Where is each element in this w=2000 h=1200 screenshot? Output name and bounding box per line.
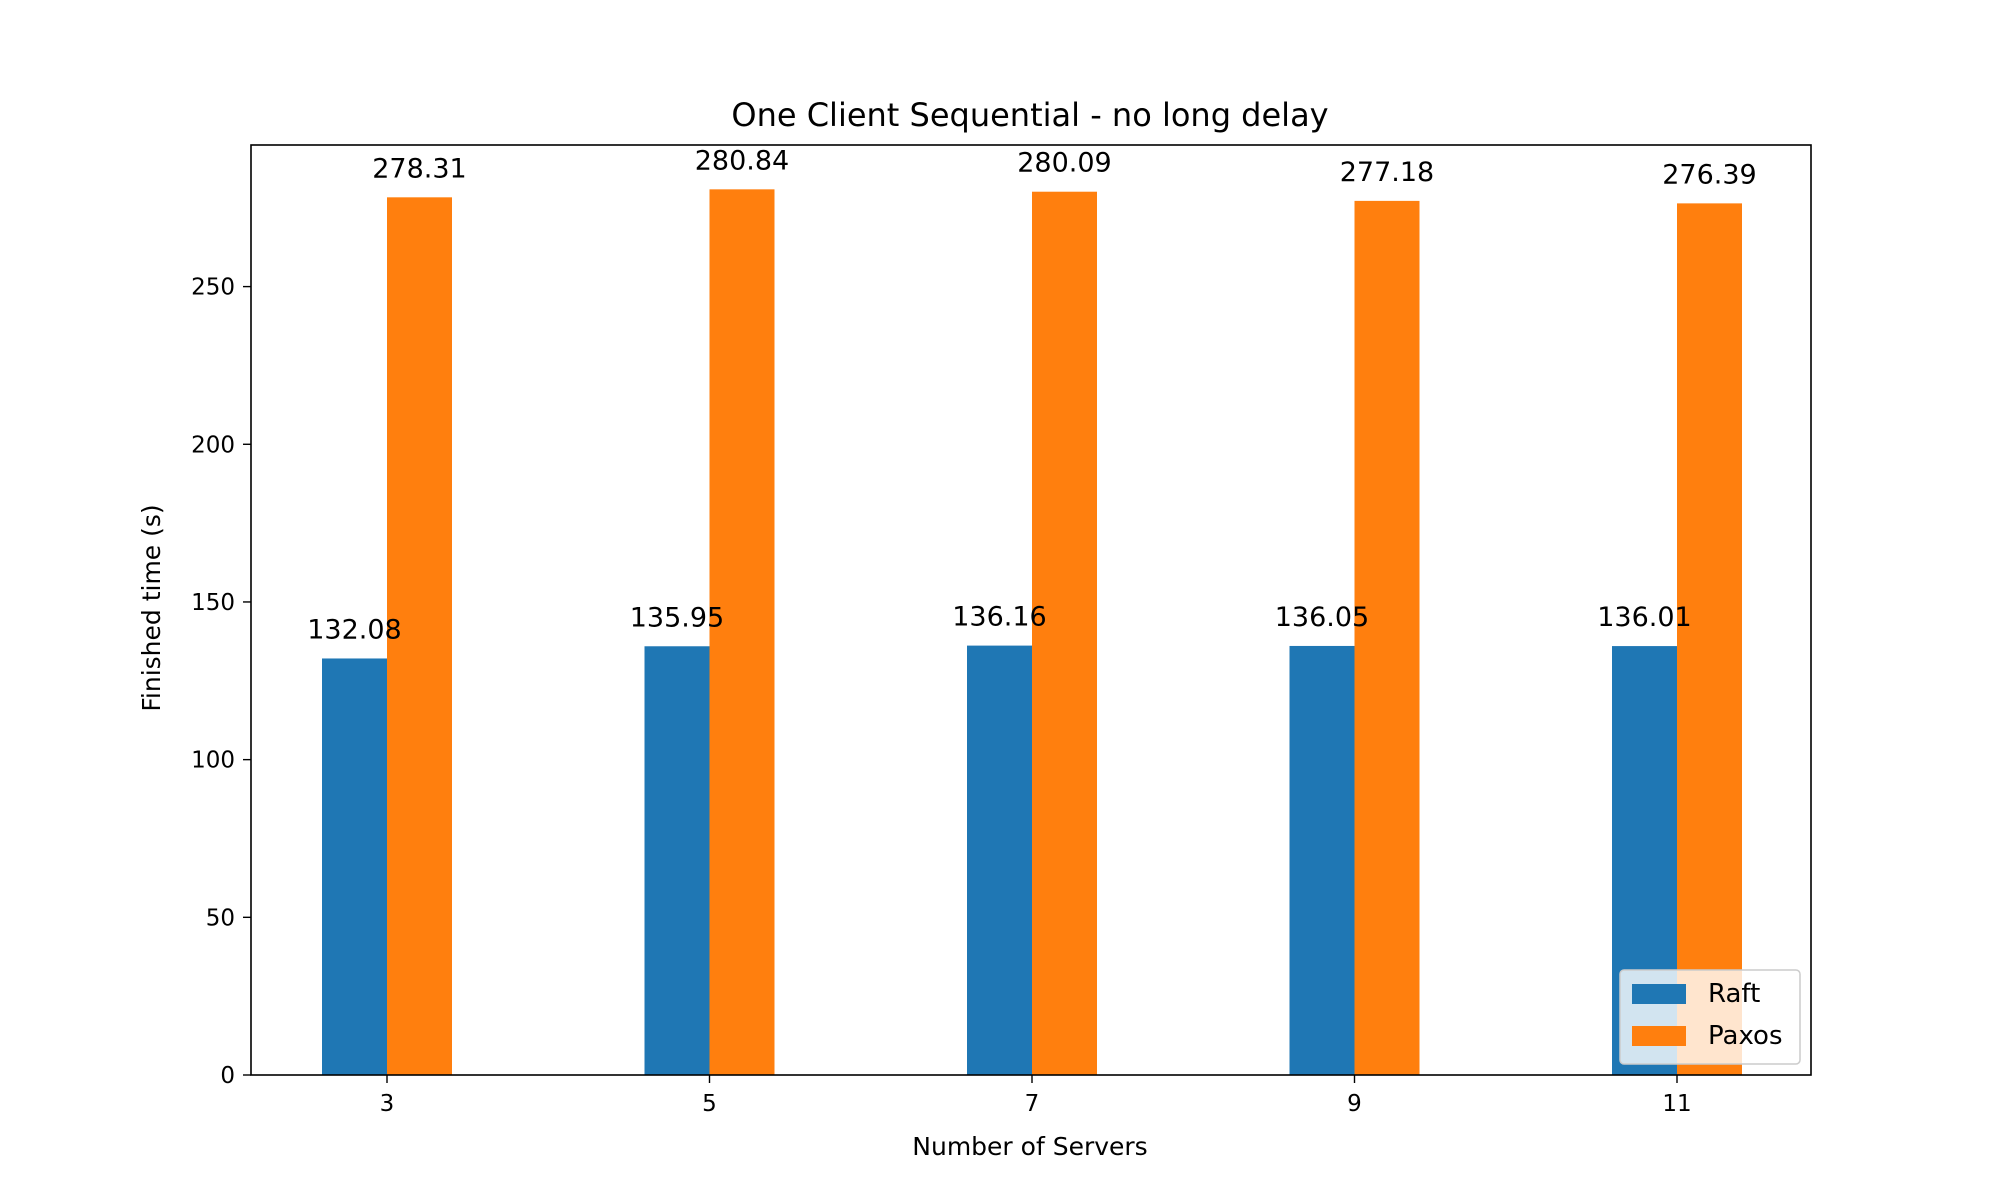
- legend-swatch-raft: [1632, 984, 1686, 1004]
- legend-label-paxos: Paxos: [1708, 1021, 1782, 1051]
- y-tick-label-50: 50: [206, 905, 235, 931]
- bar-paxos-5: [709, 189, 775, 1075]
- bar-paxos-9: [1354, 200, 1420, 1076]
- y-axis-label: Finished time (s): [137, 504, 166, 711]
- bar-raft-9: [1289, 645, 1355, 1075]
- data-label-raft-3: 132.08: [307, 614, 401, 645]
- y-axis: 0 50 100 150 200 250: [191, 275, 251, 1089]
- plot-frame: [250, 144, 1812, 1076]
- chart-title: One Client Sequential - no long delay: [731, 96, 1328, 134]
- data-label-paxos-11: 276.39: [1662, 159, 1756, 190]
- bar-paxos-7: [1032, 191, 1097, 1076]
- x-axis-label: Number of Servers: [912, 1132, 1147, 1161]
- bar-paxos-11: [1677, 203, 1742, 1075]
- legend: Raft Paxos: [1619, 969, 1801, 1065]
- data-label-raft-5: 135.95: [630, 602, 724, 633]
- data-label-paxos-9: 277.18: [1340, 157, 1434, 188]
- y-tick-label-100: 100: [191, 748, 235, 774]
- bar-paxos-3: [387, 197, 452, 1075]
- x-tick-label-11: 11: [1662, 1091, 1691, 1117]
- y-tick-label-200: 200: [191, 432, 235, 458]
- bar-raft-7: [967, 645, 1032, 1075]
- x-tick-label-9: 9: [1347, 1091, 1362, 1117]
- legend-swatch-paxos: [1632, 1026, 1686, 1046]
- y-tick-label-150: 150: [191, 590, 235, 616]
- data-label-paxos-7: 280.09: [1017, 148, 1111, 179]
- x-axis: 3 5 7 9 11: [380, 1075, 1692, 1117]
- legend-label-raft: Raft: [1708, 979, 1760, 1009]
- x-tick-label-5: 5: [702, 1091, 717, 1117]
- x-tick-label-3: 3: [380, 1091, 395, 1117]
- y-tick-label-0: 0: [220, 1063, 235, 1089]
- bars-group: [322, 189, 1742, 1076]
- y-tick-label-250: 250: [191, 275, 235, 301]
- data-label-paxos-5: 280.84: [695, 145, 789, 176]
- data-label-raft-7: 136.16: [952, 602, 1046, 633]
- data-label-paxos-3: 278.31: [372, 153, 466, 184]
- bar-labels-group: 132.08 278.31 135.95 280.84 136.16 280.09 136.…: [307, 145, 1756, 645]
- x-tick-label-7: 7: [1025, 1091, 1040, 1117]
- data-label-raft-9: 136.05: [1275, 602, 1369, 633]
- data-label-raft-11: 136.01: [1597, 602, 1691, 633]
- bar-raft-3: [322, 658, 387, 1075]
- bar-raft-5: [644, 646, 710, 1075]
